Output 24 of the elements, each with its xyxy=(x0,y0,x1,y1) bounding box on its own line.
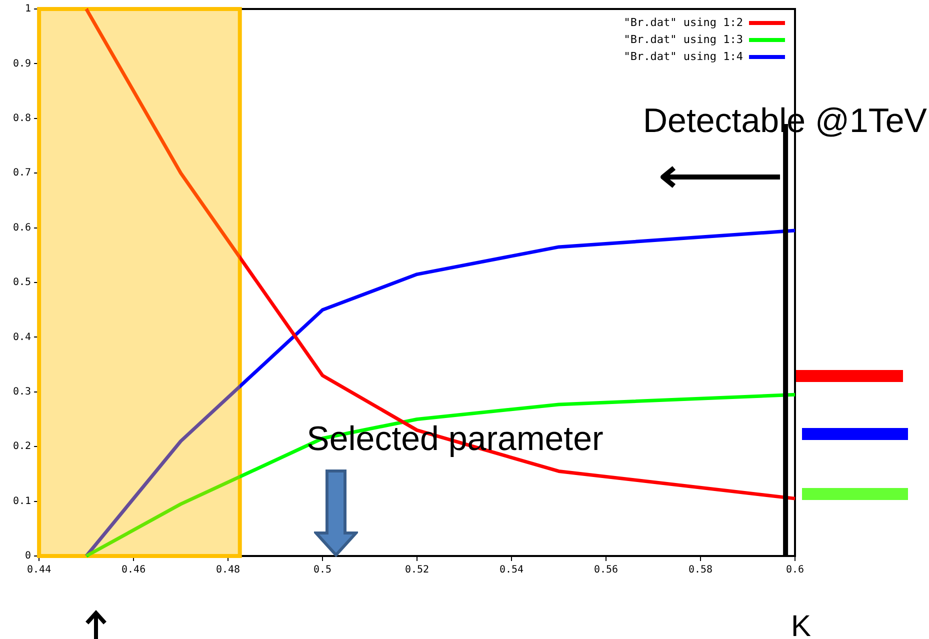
y-tick-label: 0.5 xyxy=(13,277,32,288)
y-tick-label: 0 xyxy=(25,550,32,562)
x-tick-label: 0.56 xyxy=(594,564,618,576)
x-tick-label: 0.52 xyxy=(404,564,430,576)
y-tick-label: 0.2 xyxy=(13,441,32,452)
x-tick-label: 0.5 xyxy=(314,564,332,576)
y-tick-label: 0.3 xyxy=(13,386,32,398)
y-tick-label: 0.6 xyxy=(13,222,32,234)
y-tick-label: 0.9 xyxy=(13,58,32,70)
legend-label: "Br.dat" using 1:4 xyxy=(624,50,744,63)
legend-label: "Br.dat" using 1:3 xyxy=(624,32,743,46)
x-tick-label: 0.6 xyxy=(786,564,804,576)
x-tick-label: 0.48 xyxy=(216,564,240,576)
x-axis-title: K xyxy=(790,610,812,639)
legend-label: "Br.dat" using 1:2 xyxy=(624,16,743,29)
y-tick-label: 0.7 xyxy=(13,168,32,179)
x-tick-label: 0.44 xyxy=(27,564,52,576)
y-tick-label: 0.8 xyxy=(13,112,32,124)
x-tick-label: 0.54 xyxy=(499,564,524,576)
x-tick-label: 0.46 xyxy=(122,564,146,576)
x-tick-label: 0.58 xyxy=(688,564,713,576)
y-tick-label: 1 xyxy=(25,4,32,15)
y-tick-label: 0.4 xyxy=(13,332,32,343)
y-tick-label: 0.1 xyxy=(13,496,32,507)
